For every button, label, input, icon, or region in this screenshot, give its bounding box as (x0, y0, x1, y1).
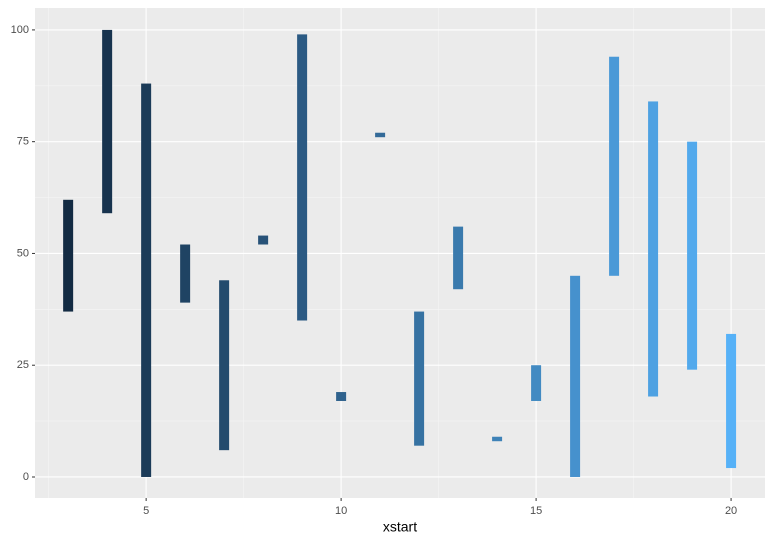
range-bar (609, 56, 620, 276)
range-bar (180, 244, 191, 303)
range-bar (570, 275, 581, 477)
range-bar (63, 199, 74, 312)
y-tick-label: 100 (11, 24, 29, 36)
range-bar (141, 83, 152, 477)
x-axis-label: xstart (383, 519, 417, 535)
range-bar (258, 235, 269, 245)
range-bar (687, 141, 698, 370)
range-bar (297, 34, 308, 321)
range-bar (648, 101, 659, 397)
x-tick-label: 15 (530, 505, 542, 517)
range-bar (336, 392, 347, 401)
y-tick-label: 25 (17, 359, 29, 371)
y-tick-label: 0 (23, 471, 29, 483)
range-bar (219, 280, 230, 451)
range-bar (102, 29, 113, 214)
x-tick-label: 10 (335, 505, 347, 517)
range-bar (375, 132, 386, 138)
x-tick-label: 20 (725, 505, 737, 517)
range-bar (531, 365, 542, 401)
range-bar (492, 436, 503, 442)
x-tick-label: 5 (143, 505, 149, 517)
range-bar (726, 333, 737, 469)
range-bar (453, 226, 464, 290)
y-tick-label: 50 (17, 247, 29, 259)
y-tick-label: 75 (17, 136, 29, 148)
range-bar (414, 311, 425, 446)
